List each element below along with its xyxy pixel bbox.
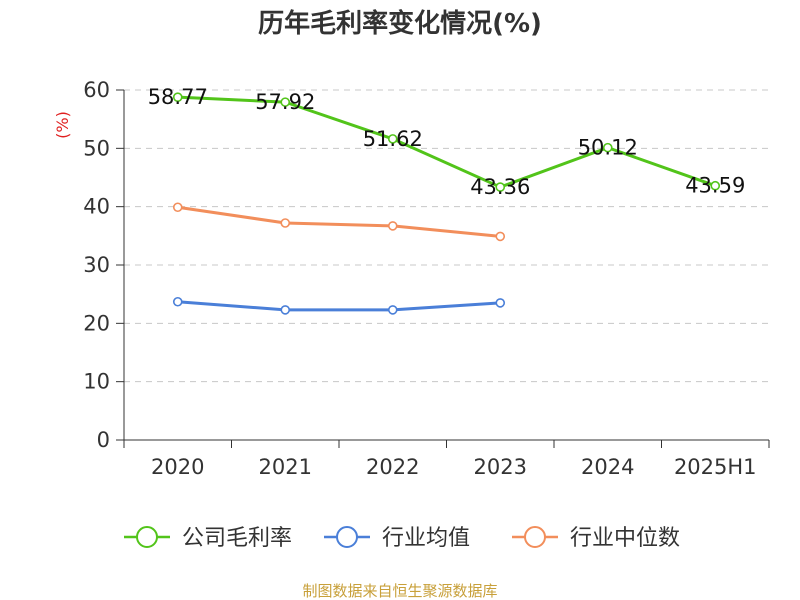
data-point[interactable] — [710, 180, 721, 191]
axes: 0 10 20 30 40 50 60 2020 2021 2022 2023 2024 2025H1 — [83, 78, 770, 479]
data-point[interactable] — [172, 92, 183, 102]
data-point[interactable] — [172, 296, 183, 307]
data-point[interactable] — [387, 221, 398, 231]
y-tick-label: 30 — [83, 253, 110, 277]
data-label: 57.92 — [255, 90, 315, 114]
grid-lines — [124, 89, 769, 383]
data-point[interactable] — [387, 134, 398, 144]
legend-label: 公司毛利率 — [182, 526, 292, 551]
data-point[interactable] — [495, 182, 506, 192]
legend-label: 行业均值 — [382, 526, 470, 551]
legend[interactable]: 公司毛利率 行业均值 行业中位数 — [124, 526, 680, 551]
data-label: 51.62 — [363, 127, 423, 151]
data-point[interactable] — [495, 298, 506, 308]
legend-item[interactable]: 行业中位数 — [512, 526, 680, 551]
legend-item[interactable]: 公司毛利率 — [124, 526, 292, 551]
series-1 — [172, 296, 506, 315]
y-tick-label: 60 — [83, 78, 110, 102]
legend-marker-icon — [136, 526, 158, 548]
data-label: 50.12 — [578, 136, 638, 160]
legend-label: 行业中位数 — [570, 526, 680, 551]
series-line — [176, 205, 502, 238]
series-0: 58.77 57.92 51.62 43.36 50.12 43.59 — [148, 85, 746, 199]
data-point[interactable] — [280, 305, 291, 315]
data-point[interactable] — [172, 202, 183, 213]
y-tick-label: 10 — [83, 370, 110, 394]
legend-item[interactable]: 行业均值 — [324, 526, 470, 551]
x-tick-label: 2021 — [259, 455, 312, 479]
series-line — [176, 95, 717, 189]
data-label: 43.36 — [470, 175, 530, 199]
data-point[interactable] — [387, 305, 398, 315]
x-tick-label: 2023 — [474, 455, 527, 479]
data-label: 43.59 — [685, 174, 745, 198]
y-tick-label: 20 — [83, 311, 110, 335]
x-tick-label: 2025H1 — [674, 455, 757, 479]
source-note: 制图数据来自恒生聚源数据库 — [302, 582, 497, 600]
data-point[interactable] — [495, 231, 506, 242]
data-point[interactable] — [602, 142, 613, 153]
data-label: 58.77 — [148, 85, 208, 109]
chart-title: 历年毛利率变化情况(%) — [258, 8, 542, 39]
y-tick-label: 0 — [97, 428, 110, 452]
x-tick-label: 2022 — [366, 455, 419, 479]
series-2 — [172, 202, 506, 242]
data-point[interactable] — [280, 218, 291, 228]
legend-marker-icon — [336, 526, 358, 548]
x-tick-label: 2020 — [151, 455, 204, 479]
data-point[interactable] — [280, 97, 291, 107]
series-line — [176, 300, 502, 312]
y-tick-label: 40 — [83, 195, 110, 219]
series-layer: 58.77 57.92 51.62 43.36 50.12 43.59 — [148, 85, 746, 315]
x-tick-label: 2024 — [581, 455, 634, 479]
legend-marker-icon — [524, 526, 546, 548]
y-tick-label: 50 — [83, 136, 110, 160]
y-axis-label: (%) — [53, 111, 72, 139]
